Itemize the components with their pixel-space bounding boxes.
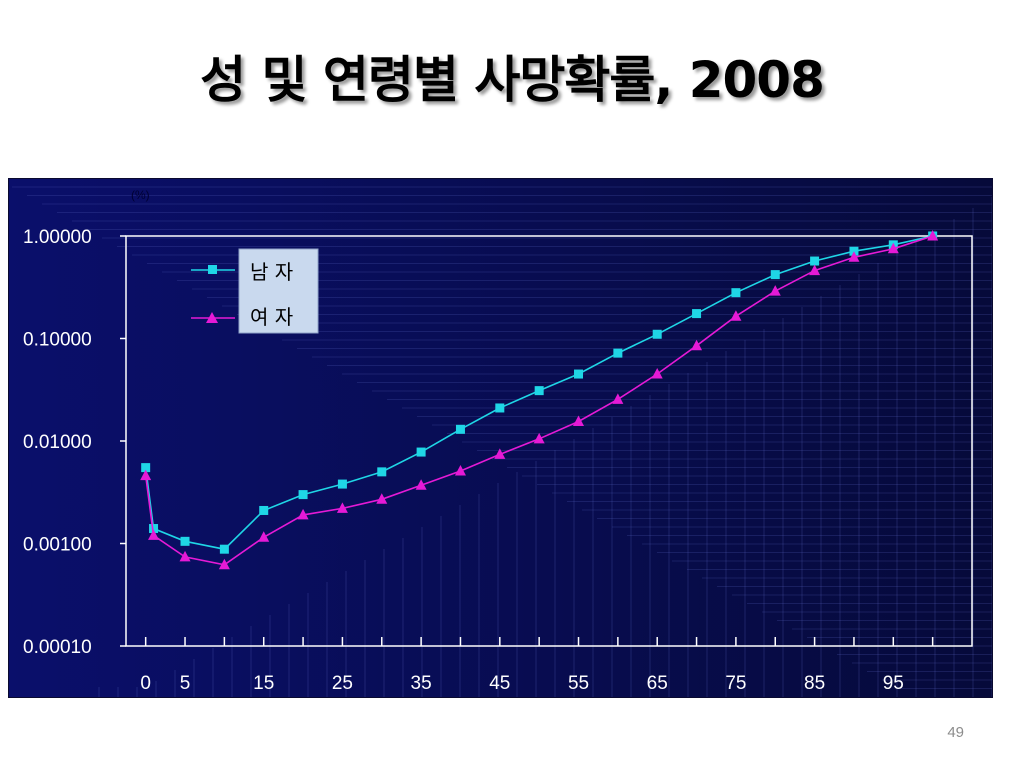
data-point-female — [179, 550, 191, 562]
y-tick-label: 0.10000 — [23, 330, 92, 351]
data-point-female — [533, 432, 545, 444]
x-tick-label: 75 — [725, 673, 746, 694]
x-tick-label: 0 — [140, 673, 151, 694]
data-point-female — [415, 479, 427, 490]
legend-male-marker — [208, 265, 217, 274]
data-point-female — [887, 242, 899, 254]
data-point-female — [651, 368, 663, 379]
chart-panel: (%) 1.00000 0.10000 0.01000 0.00100 0.00010 … — [8, 178, 993, 698]
data-point-male — [613, 348, 623, 358]
x-tick-label: 35 — [411, 673, 432, 694]
legend: 남 자 여 자 — [191, 248, 319, 334]
y-tick-label: 0.01000 — [23, 432, 92, 453]
slide-title: 성 및 연령별 사망확률, 2008 — [200, 51, 825, 109]
y-tick-label: 0.00100 — [23, 535, 92, 556]
unit-label: (%) — [131, 188, 150, 202]
legend-box — [238, 248, 319, 334]
data-point-female — [612, 393, 624, 404]
data-point-female — [258, 531, 270, 542]
data-point-female — [730, 310, 742, 321]
data-point-female — [691, 339, 703, 351]
data-point-female — [454, 464, 466, 476]
data-point-male — [337, 479, 347, 489]
data-point-male — [495, 403, 505, 413]
data-point-male — [692, 309, 702, 319]
data-point-female — [769, 285, 781, 296]
data-point-female — [494, 448, 506, 459]
data-point-male — [149, 524, 159, 534]
data-point-male — [534, 386, 544, 396]
data-point-male — [141, 463, 151, 473]
data-point-male — [770, 270, 780, 280]
data-point-female — [218, 558, 230, 570]
data-point-female — [809, 264, 821, 276]
x-axis-tick-labels: 0 5 15 25 35 45 55 65 75 85 95 — [140, 673, 903, 694]
x-tick-label: 85 — [804, 673, 825, 694]
legend-label-female: 여 자 — [250, 305, 293, 329]
data-point-male — [298, 490, 308, 500]
x-tick-label: 95 — [883, 673, 904, 694]
data-point-male — [455, 424, 465, 434]
y-tick-label: 0.00010 — [23, 637, 92, 658]
x-tick-label: 45 — [489, 673, 510, 694]
y-axis-tick-labels: 1.00000 0.10000 0.01000 0.00100 0.00010 — [23, 227, 126, 658]
x-tick-label: 55 — [568, 673, 589, 694]
legend-label-male: 남 자 — [250, 260, 293, 284]
data-point-male — [180, 536, 190, 546]
data-point-male — [259, 505, 269, 515]
data-point-female — [573, 415, 585, 426]
data-point-male — [810, 256, 820, 266]
data-point-female — [140, 469, 152, 481]
data-point-male — [377, 467, 387, 477]
series-layer — [140, 230, 939, 570]
data-point-male — [652, 329, 662, 339]
data-point-female — [848, 251, 860, 262]
chart-background — [9, 179, 992, 697]
data-point-female — [336, 502, 348, 513]
y-tick-label: 1.00000 — [23, 227, 92, 248]
data-point-male — [574, 369, 584, 379]
data-point-female — [376, 493, 388, 504]
data-point-female — [927, 230, 939, 241]
x-tick-label: 25 — [332, 673, 353, 694]
data-point-male — [416, 447, 426, 457]
legend-female-marker — [206, 312, 218, 323]
x-axis-ticks — [144, 637, 934, 646]
series-male-line — [144, 235, 933, 551]
x-tick-label: 5 — [180, 673, 191, 694]
x-tick-label: 15 — [253, 673, 274, 694]
mortality-chart: (%) 1.000000.100000.010000.001000.00010 … — [9, 179, 992, 697]
data-point-male — [849, 246, 859, 256]
series-female-line — [144, 235, 933, 566]
page-number: 49 — [947, 724, 964, 741]
data-point-male — [219, 544, 229, 554]
data-point-female — [297, 508, 309, 520]
x-tick-label: 65 — [647, 673, 668, 694]
data-point-male — [731, 288, 741, 298]
data-point-female — [148, 529, 160, 540]
